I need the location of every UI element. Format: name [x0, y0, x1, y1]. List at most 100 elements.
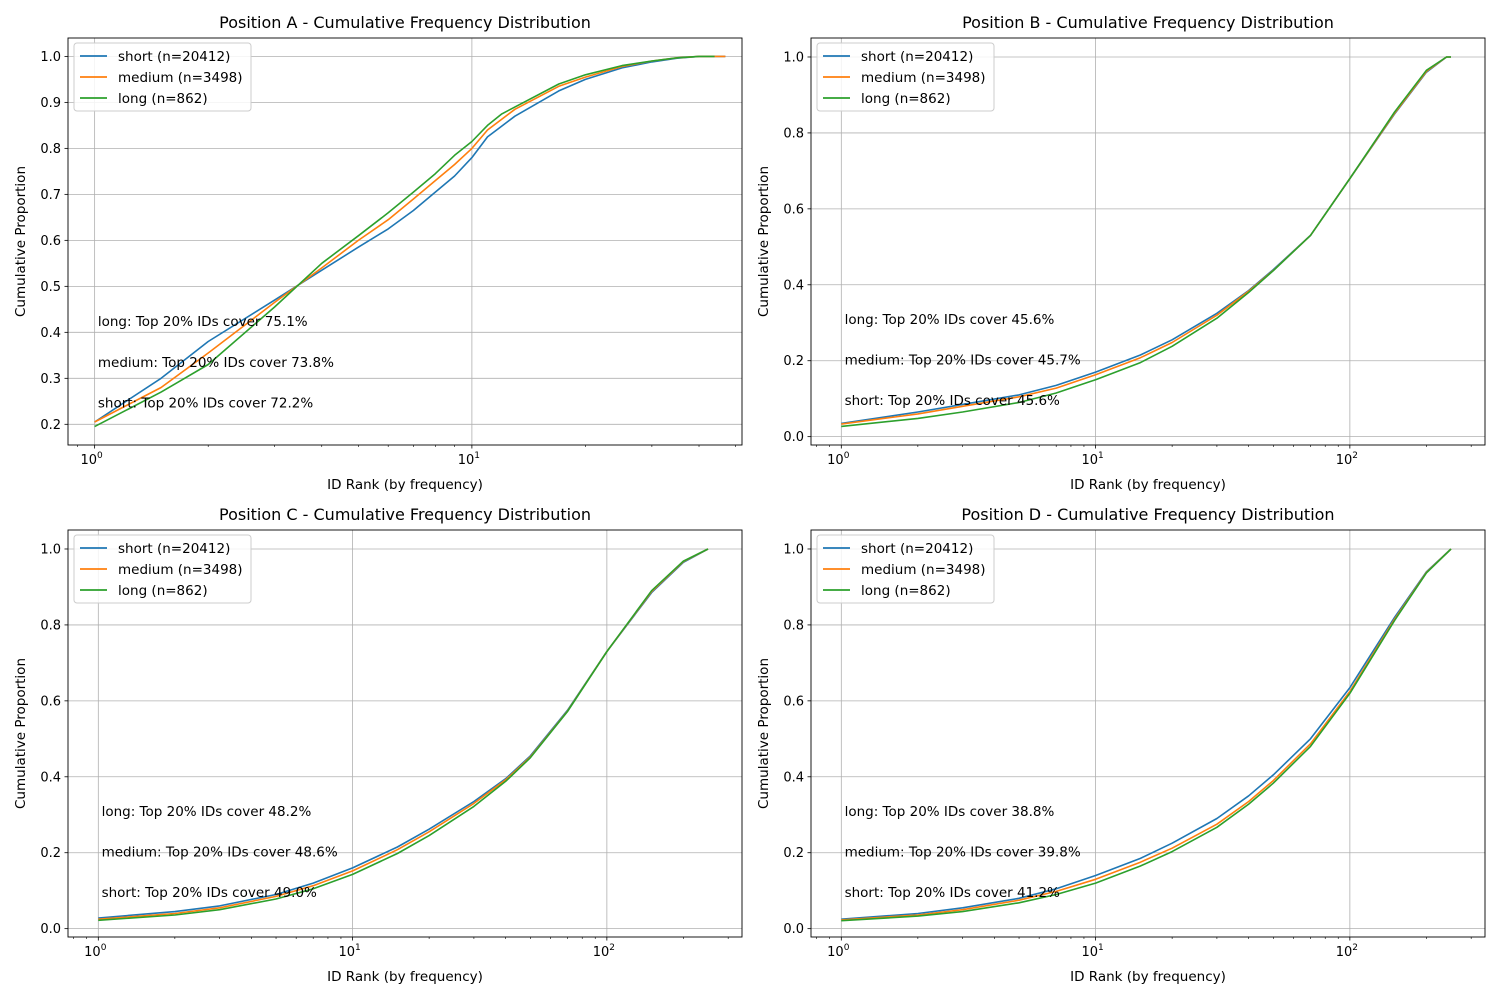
- y-tick-label: 0.6: [40, 234, 61, 249]
- series-line-long: [98, 548, 709, 922]
- x-tick-exponent: 0: [844, 451, 850, 461]
- x-tick-base: 10: [80, 453, 97, 468]
- annotation-text: medium: Top 20% IDs cover 48.6%: [102, 845, 338, 861]
- x-tick-base: 10: [1081, 945, 1098, 960]
- x-tick-exponent: 1: [474, 451, 480, 461]
- y-tick-label: 0.8: [40, 142, 61, 157]
- axes-frame: [810, 37, 1486, 446]
- y-tick-label: 0.0: [40, 922, 61, 937]
- series-line-medium: [841, 548, 1452, 921]
- annotation-text: medium: Top 20% IDs cover 45.7%: [845, 353, 1081, 369]
- x-tick-label: 100: [84, 943, 107, 960]
- legend-box: [73, 42, 252, 112]
- x-tick-exponent: 0: [97, 451, 103, 461]
- annotation-text: medium: Top 20% IDs cover 73.8%: [98, 355, 334, 371]
- series-line-short: [94, 55, 726, 423]
- y-tick-label: 0.4: [40, 770, 61, 785]
- x-tick-base: 10: [827, 453, 844, 468]
- legend-label: medium (n=3498): [861, 70, 986, 86]
- x-tick-base: 10: [1336, 453, 1353, 468]
- y-tick-label: 0.4: [783, 770, 804, 785]
- x-tick-exponent: 1: [1098, 451, 1104, 461]
- y-tick-label: 1.0: [783, 542, 804, 557]
- annotation-text: long: Top 20% IDs cover 48.2%: [102, 804, 312, 820]
- legend-label: short (n=20412): [861, 49, 973, 65]
- legend: short (n=20412) medium (n=3498) long (n=86…: [73, 42, 252, 112]
- y-tick-label: 0.8: [783, 618, 804, 633]
- legend: short (n=20412) medium (n=3498) long (n=86…: [73, 534, 252, 604]
- y-tick-label: 0.4: [783, 278, 804, 293]
- y-tick-label: 0.6: [40, 694, 61, 709]
- y-tick-label: 0.2: [783, 846, 804, 861]
- x-tick-label: 101: [1081, 943, 1103, 960]
- y-tick-label: 0.2: [783, 354, 804, 369]
- x-tick-label: 101: [338, 943, 360, 960]
- legend: short (n=20412) medium (n=3498) long (n=86…: [816, 42, 995, 112]
- legend-label: short (n=20412): [118, 541, 230, 557]
- x-tick-label: 101: [458, 451, 480, 468]
- x-tick-exponent: 1: [1098, 943, 1104, 953]
- chart-title: Position A - Cumulative Frequency Distri…: [219, 13, 591, 32]
- annotation-text: short: Top 20% IDs cover 72.2%: [98, 396, 313, 412]
- x-axis-label: ID Rank (by frequency): [1070, 477, 1226, 493]
- series-line-medium: [98, 548, 709, 920]
- legend-box: [73, 534, 252, 604]
- annotation-text: short: Top 20% IDs cover 49.0%: [102, 885, 317, 901]
- y-axis-label: Cumulative Proportion: [756, 166, 772, 317]
- x-tick-base: 10: [1081, 453, 1098, 468]
- series-line-long: [841, 548, 1452, 922]
- y-axis-label: Cumulative Proportion: [13, 658, 29, 809]
- series-line-long: [94, 55, 715, 428]
- y-tick-label: 0.2: [40, 846, 61, 861]
- series-line-short: [98, 548, 709, 919]
- x-tick-base: 10: [338, 945, 355, 960]
- x-tick-label: 102: [1336, 943, 1358, 960]
- y-tick-label: 0.8: [40, 618, 61, 633]
- x-axis-label: ID Rank (by frequency): [1070, 969, 1226, 985]
- x-tick-exponent: 0: [101, 943, 107, 953]
- x-tick-exponent: 1: [355, 943, 361, 953]
- legend-label: medium (n=3498): [118, 562, 243, 578]
- y-axis-label: Cumulative Proportion: [13, 166, 29, 317]
- x-tick-base: 10: [827, 945, 844, 960]
- y-tick-label: 0.6: [783, 694, 804, 709]
- legend-label: long (n=862): [118, 91, 208, 107]
- legend-label: medium (n=3498): [861, 562, 986, 578]
- x-tick-base: 10: [84, 945, 101, 960]
- series-line-short: [841, 548, 1452, 920]
- x-tick-label: 102: [1336, 451, 1358, 468]
- y-tick-label: 0.0: [783, 430, 804, 445]
- annotation-text: short: Top 20% IDs cover 41.2%: [845, 885, 1060, 901]
- legend-label: medium (n=3498): [118, 70, 243, 86]
- legend-box: [816, 42, 995, 112]
- x-tick-base: 10: [593, 945, 610, 960]
- x-tick-base: 10: [458, 453, 475, 468]
- series-line-medium: [841, 56, 1451, 425]
- chart-title: Position C - Cumulative Frequency Distri…: [219, 505, 591, 524]
- legend-label: short (n=20412): [861, 541, 973, 557]
- x-tick-exponent: 2: [1352, 451, 1358, 461]
- annotation-text: long: Top 20% IDs cover 45.6%: [845, 312, 1055, 328]
- y-tick-label: 0.6: [783, 202, 804, 217]
- y-tick-label: 0.2: [40, 418, 61, 433]
- y-tick-label: 0.4: [40, 326, 61, 341]
- annotation-text: short: Top 20% IDs cover 45.6%: [845, 393, 1060, 409]
- x-axis-label: ID Rank (by frequency): [327, 477, 483, 493]
- x-tick-label: 100: [827, 451, 850, 468]
- x-tick-exponent: 0: [844, 943, 850, 953]
- y-tick-label: 0.5: [40, 280, 61, 295]
- series-line-long: [841, 56, 1451, 428]
- y-tick-label: 1.0: [783, 50, 804, 65]
- x-tick-exponent: 2: [609, 943, 615, 953]
- x-tick-base: 10: [1336, 945, 1353, 960]
- chart-title: Position B - Cumulative Frequency Distri…: [962, 13, 1334, 32]
- y-tick-label: 0.9: [40, 96, 61, 111]
- x-tick-label: 100: [80, 451, 103, 468]
- y-tick-label: 1.0: [40, 542, 61, 557]
- annotation-text: long: Top 20% IDs cover 38.8%: [845, 804, 1055, 820]
